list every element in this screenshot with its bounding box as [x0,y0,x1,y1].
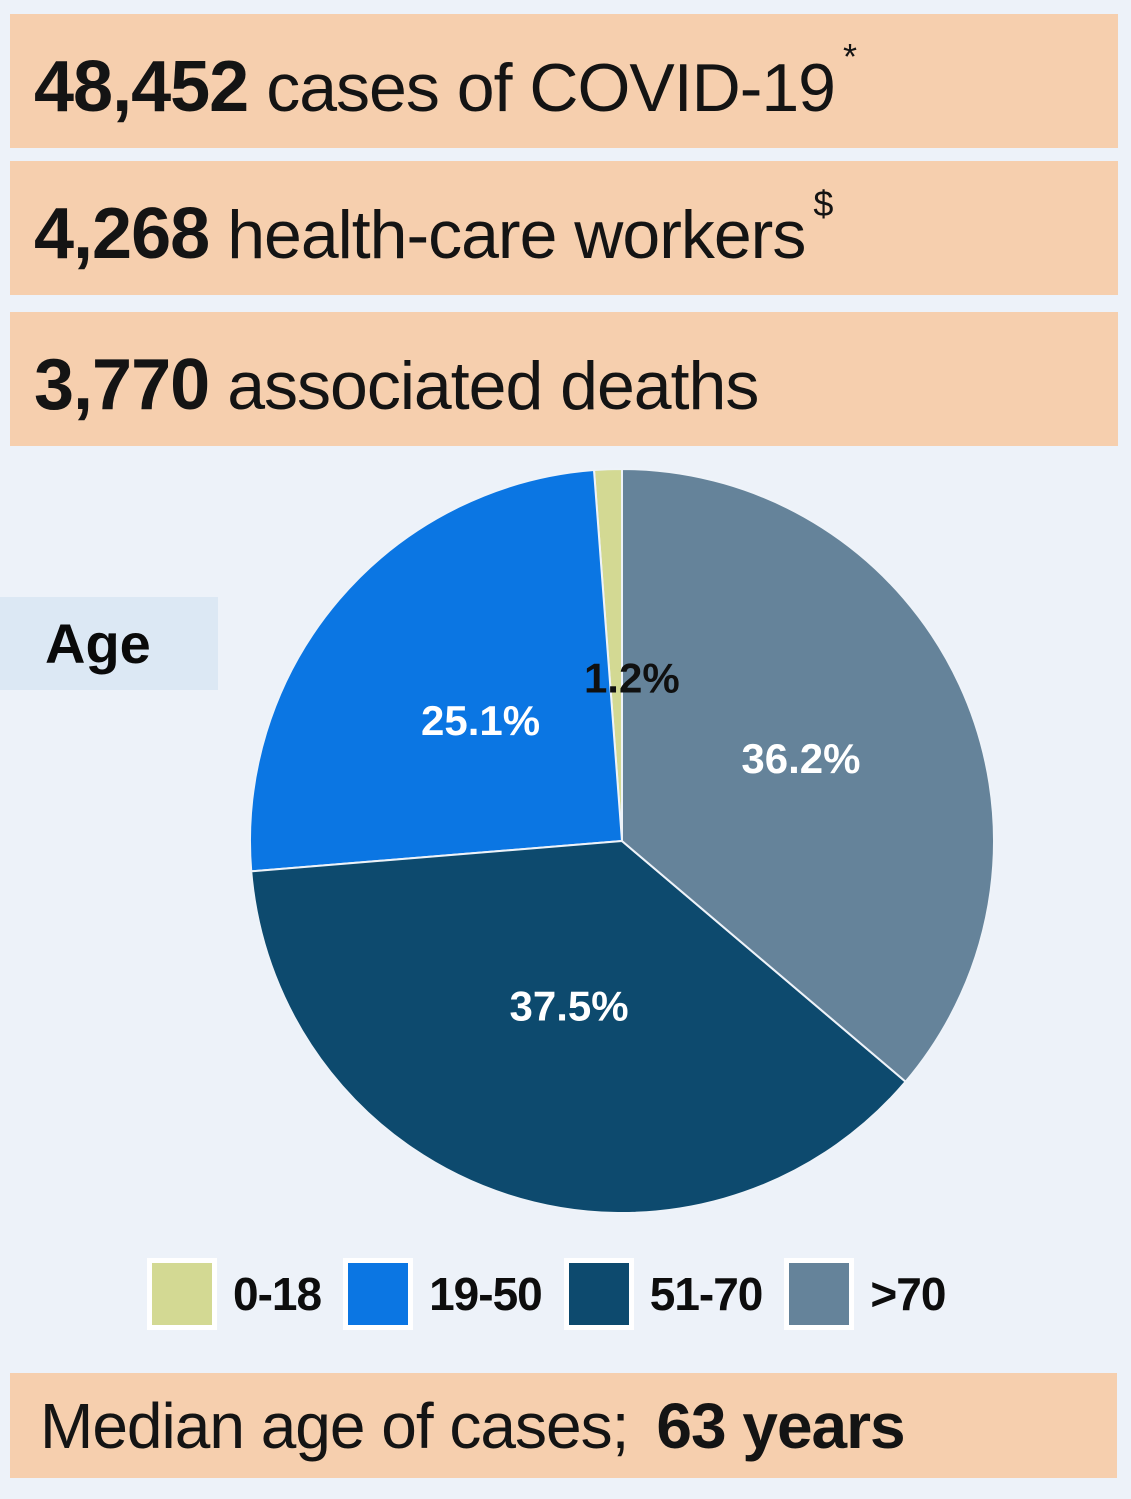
stat-line-healthcare-workers: 4,268 health-care workers $ [10,183,834,273]
chart-title: Age [45,611,151,675]
median-age-value: 63 years [656,1389,905,1462]
healthcare-workers-count: 4,268 [34,194,210,274]
age-pie-chart-svg: 1.2% 25.1% 37.5% 36.2% [249,468,995,1214]
pie-value-label-0-18: 1.2% [584,654,680,701]
healthcare-workers-label: health-care workers [227,197,806,273]
legend-item->70: >70 [784,1258,946,1330]
pie-slice-19-50 [249,469,623,873]
legend-swatch->70 [784,1258,855,1330]
legend-swatch-19-50 [343,1258,414,1330]
legend-item-0-18: 0-18 [147,1258,322,1330]
median-age-label: Median age of cases; [40,1389,629,1462]
legend-label-0-18: 0-18 [233,1268,322,1320]
deaths-label: associated deaths [227,348,759,424]
pie-value-label->70: 36.2% [741,735,860,782]
pie-slice-51-70 [250,840,907,1214]
chart-title-box: Age [0,597,218,690]
cases-count: 48,452 [34,47,249,127]
legend-label-19-50: 19-50 [429,1268,543,1320]
legend-label-51-70: 51-70 [649,1268,764,1320]
median-age-line: Median age of cases; 63 years [10,1394,906,1458]
cases-footnote-marker: * [843,36,858,77]
age-pie-chart: 1.2% 25.1% 37.5% 36.2% [247,466,997,1216]
legend-swatch-51-70 [563,1258,634,1330]
legend-item-19-50: 19-50 [343,1258,543,1330]
median-age-banner: Median age of cases; 63 years [10,1373,1117,1478]
cases-label: cases of COVID-19 [266,50,836,126]
stat-banner-deaths: 3,770 associated deaths [10,312,1118,446]
pie-slice->70 [621,468,995,1083]
stat-banner-cases: 48,452 cases of COVID-19 * [10,14,1118,148]
stat-banner-healthcare-workers: 4,268 health-care workers $ [10,161,1118,295]
legend-swatch-0-18 [147,1258,217,1330]
legend-label->70: >70 [870,1268,946,1320]
pie-value-label-51-70: 37.5% [510,983,629,1030]
stat-line-cases: 48,452 cases of COVID-19 * [10,36,858,126]
deaths-count: 3,770 [34,345,210,425]
age-legend: 0-18 19-50 51-70 >70 [147,1258,1097,1330]
healthcare-workers-footnote-marker: $ [813,183,834,224]
legend-item-51-70: 51-70 [563,1258,764,1330]
pie-value-label-19-50: 25.1% [421,697,540,744]
stat-line-deaths: 3,770 associated deaths [10,337,766,421]
